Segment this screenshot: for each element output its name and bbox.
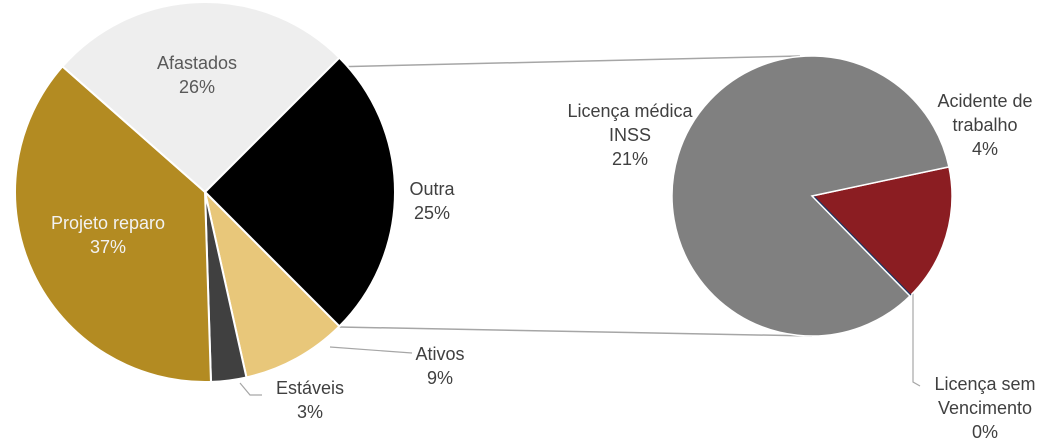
- value-label: 26%: [178, 77, 216, 97]
- category-label: Licença sem Vencimento: [934, 374, 1036, 418]
- data-label: Acidente de trabalho 4%: [930, 89, 1040, 161]
- data-label: Licença sem Vencimento 0%: [920, 372, 1050, 444]
- value-label: 0%: [971, 422, 998, 442]
- data-label: Licença médica INSS 21%: [560, 99, 700, 171]
- value-label: 25%: [413, 203, 451, 223]
- leader-line: [912, 292, 921, 387]
- category-label: Acidente de trabalho: [937, 91, 1033, 135]
- pie-slice: [14, 64, 212, 383]
- value-label: 37%: [89, 237, 127, 257]
- data-label: Ativos 9%: [390, 342, 490, 390]
- pie-slice: [671, 55, 950, 337]
- pie-slice: [203, 188, 341, 379]
- page: {"chart_data": {"type": "pie-of-pie", "c…: [8, 1, 1040, 442]
- data-label: Estáveis 3%: [260, 376, 360, 424]
- pie-slice: [61, 1, 341, 194]
- category-label: Afastados: [156, 53, 238, 73]
- category-label: Projeto reparo: [50, 213, 166, 233]
- connector-line: [329, 55, 801, 68]
- data-label: Outra 25%: [382, 177, 482, 225]
- data-label: Afastados 26%: [127, 51, 267, 99]
- value-label: 4%: [971, 139, 998, 159]
- value-label: 21%: [611, 149, 649, 169]
- leader-line: [329, 346, 413, 354]
- category-label: Outra: [409, 179, 455, 199]
- category-label: Estáveis: [275, 378, 345, 398]
- chart: [14, 1, 953, 396]
- value-label: 3%: [296, 402, 323, 422]
- leader-line: [239, 382, 262, 396]
- category-label: Licença médica INSS: [567, 101, 693, 145]
- category-label: Ativos: [415, 344, 465, 364]
- data-label: Projeto reparo 37%: [8, 211, 208, 259]
- connector-line: [338, 326, 813, 337]
- pie-slice: [810, 166, 953, 298]
- pie-slice: [203, 56, 396, 328]
- value-label: 9%: [426, 368, 453, 388]
